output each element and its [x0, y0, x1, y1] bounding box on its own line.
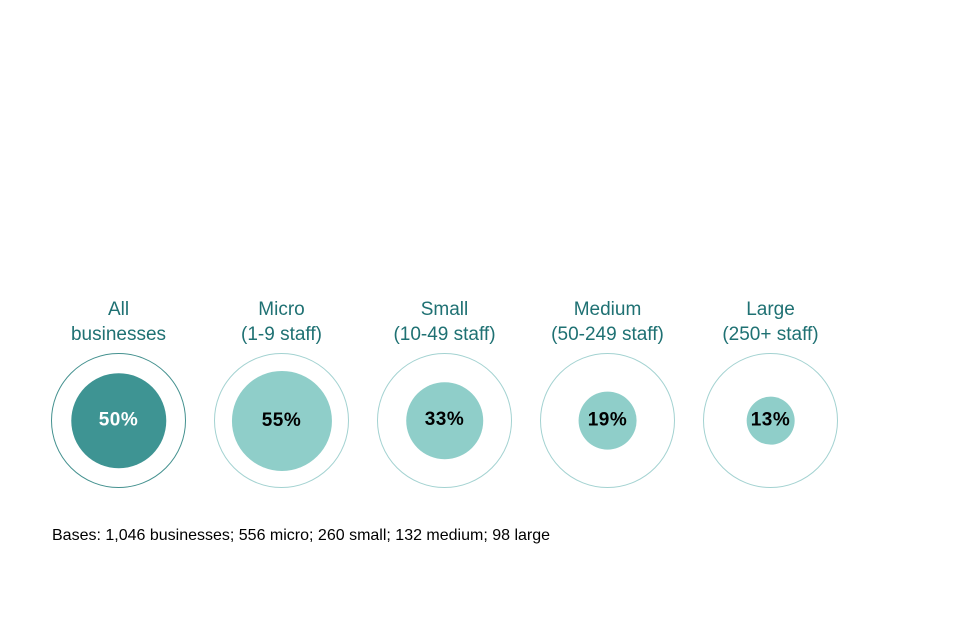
inner-circle: 33%: [405, 381, 484, 460]
group-heading-line2: businesses: [70, 324, 167, 345]
inner-circle: 55%: [231, 370, 332, 471]
bubble-group-all-businesses: All businesses 50%: [37, 297, 200, 488]
group-heading-line2: (250+ staff): [722, 324, 819, 345]
group-heading-line1: Large: [746, 299, 795, 320]
bubble-group-medium: Medium (50-249 staff) 19%: [526, 297, 689, 488]
percent-label: 13%: [750, 409, 791, 431]
group-heading-line2: (1-9 staff): [241, 324, 322, 345]
percent-label: 55%: [261, 409, 302, 431]
percent-label: 33%: [424, 409, 465, 431]
bases-footnote: Bases: 1,046 businesses; 556 micro; 260 …: [52, 527, 551, 544]
group-heading-line2: (50-249 staff): [551, 324, 664, 345]
group-heading-line1: Small: [420, 299, 469, 320]
bubble-groups-row: All businesses 50% Micro (1-9 staff) 55%: [37, 297, 852, 488]
group-heading: Medium (50-249 staff): [551, 297, 664, 347]
percent-label: 19%: [587, 409, 628, 431]
bubble-group-micro: Micro (1-9 staff) 55%: [200, 297, 363, 488]
group-heading-line1: Medium: [573, 299, 642, 320]
group-heading: All businesses: [71, 297, 166, 347]
bubble-group-small: Small (10-49 staff) 33%: [363, 297, 526, 488]
group-heading: Large (250+ staff): [722, 297, 818, 347]
inner-circle: 50%: [70, 372, 167, 469]
outer-circle: 33%: [377, 353, 512, 488]
group-heading: Micro (1-9 staff): [241, 297, 322, 347]
bubble-group-large: Large (250+ staff) 13%: [689, 297, 852, 488]
outer-circle: 50%: [51, 353, 186, 488]
inner-circle: 19%: [578, 391, 637, 450]
outer-circle: 13%: [703, 353, 838, 488]
outer-circle: 19%: [540, 353, 675, 488]
inner-circle: 13%: [746, 396, 795, 445]
group-heading-line1: Micro: [258, 299, 305, 320]
group-heading-line1: All: [107, 299, 130, 320]
percent-label: 50%: [98, 409, 139, 431]
group-heading-line2: (10-49 staff): [393, 324, 496, 345]
group-heading: Small (10-49 staff): [393, 297, 495, 347]
outer-circle: 55%: [214, 353, 349, 488]
